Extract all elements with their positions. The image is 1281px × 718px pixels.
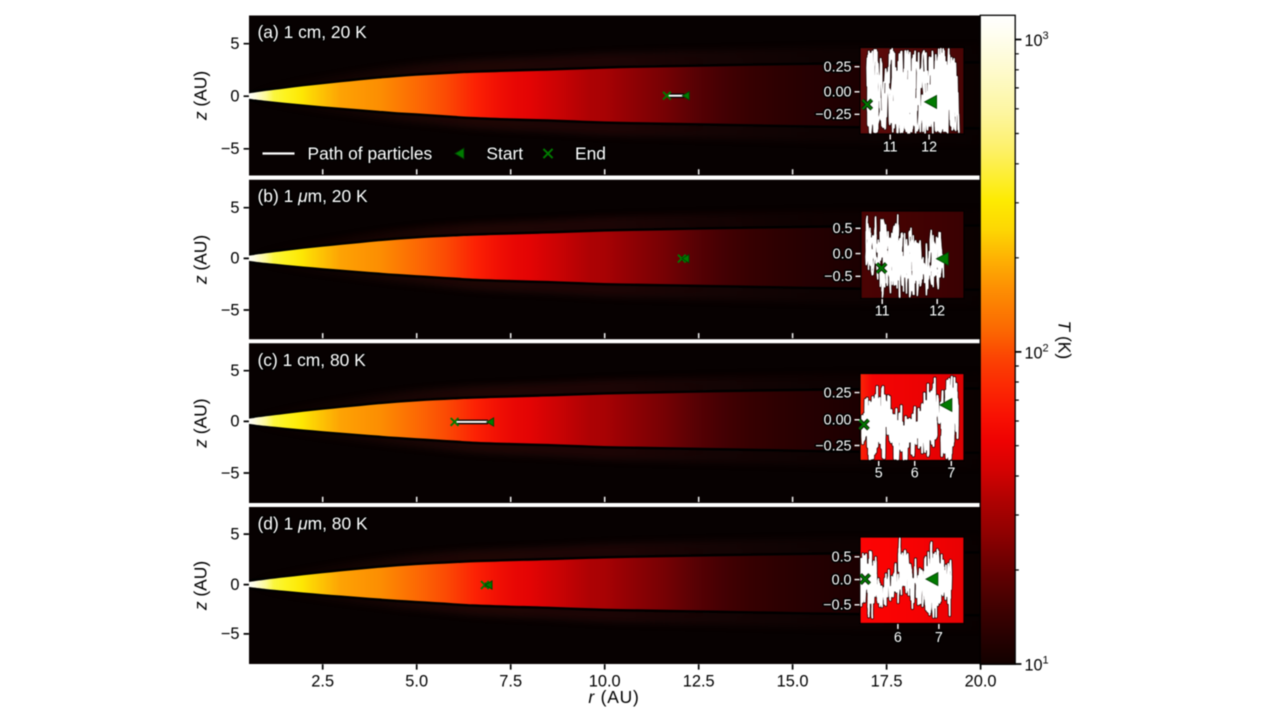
svg-text:−5: −5 <box>221 140 240 158</box>
svg-text:−0.5: −0.5 <box>823 598 851 614</box>
svg-text:(a) 1 cm, 20 K: (a) 1 cm, 20 K <box>258 22 368 42</box>
svg-text:5.0: 5.0 <box>405 673 428 691</box>
svg-text:5: 5 <box>875 466 883 482</box>
svg-text:0: 0 <box>230 250 239 268</box>
svg-text:z (AU): z (AU) <box>191 561 211 611</box>
svg-text:End: End <box>575 143 606 163</box>
svg-text:5: 5 <box>230 362 239 380</box>
svg-text:0.00: 0.00 <box>824 413 852 429</box>
svg-text:−5: −5 <box>221 625 240 643</box>
svg-text:(b) 1 μm, 20 K: (b) 1 μm, 20 K <box>258 186 368 206</box>
svg-text:5: 5 <box>230 35 239 53</box>
svg-text:0.5: 0.5 <box>832 550 852 566</box>
svg-text:6: 6 <box>894 630 902 646</box>
svg-text:12.5: 12.5 <box>683 673 715 691</box>
svg-text:15.0: 15.0 <box>777 673 809 691</box>
svg-text:5: 5 <box>230 525 239 543</box>
svg-text:0.0: 0.0 <box>832 572 852 588</box>
svg-text:2.5: 2.5 <box>311 673 334 691</box>
svg-text:0.00: 0.00 <box>824 85 852 101</box>
svg-text:Start: Start <box>486 143 523 163</box>
svg-text:−5: −5 <box>221 464 240 482</box>
svg-text:20.0: 20.0 <box>965 673 997 691</box>
svg-text:0.25: 0.25 <box>824 60 852 76</box>
svg-text:−5: −5 <box>221 301 240 319</box>
svg-text:(c) 1 cm, 80 K: (c) 1 cm, 80 K <box>258 350 367 370</box>
svg-text:−0.25: −0.25 <box>815 107 851 123</box>
svg-text:(d) 1 μm, 80 K: (d) 1 μm, 80 K <box>258 514 368 534</box>
svg-text:−0.5: −0.5 <box>824 269 852 285</box>
svg-text:0: 0 <box>230 576 239 594</box>
svg-text:0.5: 0.5 <box>833 221 853 237</box>
svg-text:0: 0 <box>230 413 239 431</box>
svg-text:7.5: 7.5 <box>499 673 522 691</box>
svg-text:17.5: 17.5 <box>871 673 903 691</box>
svg-text:z (AU): z (AU) <box>191 235 211 285</box>
svg-text:0.0: 0.0 <box>833 246 853 262</box>
svg-text:12: 12 <box>929 304 945 320</box>
svg-text:Path of particles: Path of particles <box>308 143 433 163</box>
svg-text:T (K): T (K) <box>1055 320 1075 359</box>
svg-text:z (AU): z (AU) <box>191 71 211 121</box>
svg-text:11: 11 <box>883 140 898 156</box>
svg-text:0.25: 0.25 <box>824 385 852 401</box>
svg-text:z (AU): z (AU) <box>191 398 211 448</box>
svg-text:5: 5 <box>230 199 239 217</box>
svg-text:6: 6 <box>911 466 919 482</box>
svg-text:12: 12 <box>921 140 937 156</box>
svg-text:7: 7 <box>947 466 955 482</box>
svg-text:r (AU): r (AU) <box>588 687 639 707</box>
svg-text:7: 7 <box>935 630 943 646</box>
svg-text:−0.25: −0.25 <box>815 438 851 454</box>
svg-text:10.0: 10.0 <box>589 673 621 691</box>
svg-text:11: 11 <box>875 304 890 320</box>
svg-text:0: 0 <box>230 88 239 106</box>
